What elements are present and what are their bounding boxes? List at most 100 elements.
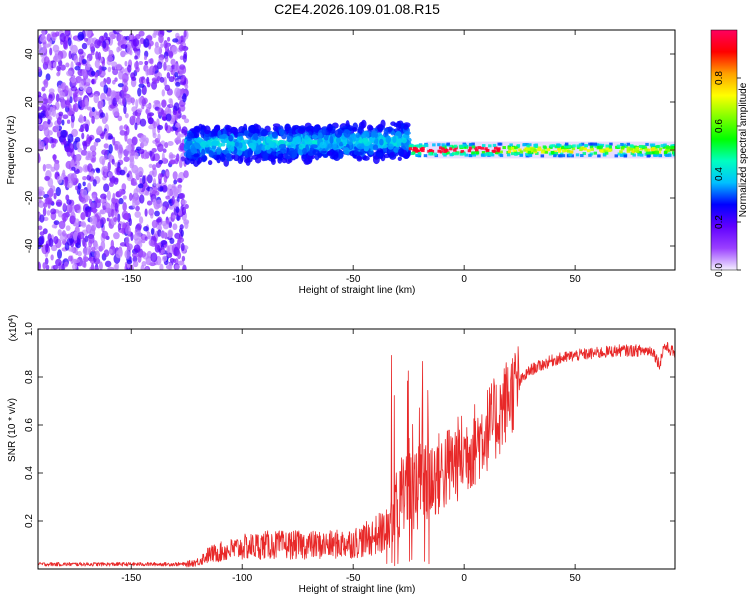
heatmap-cell (55, 93, 60, 103)
heatmap-cell (47, 119, 51, 125)
heatmap-cell (133, 188, 139, 198)
heatmap-cell (576, 144, 580, 148)
heatmap-cell (132, 260, 139, 268)
heatmap-cell (557, 149, 562, 153)
heatmap-cell (362, 138, 369, 145)
heatmap-cell (181, 199, 187, 205)
heatmap-cell (38, 106, 42, 111)
heatmap-cell (50, 244, 58, 252)
heatmap-cell (182, 93, 187, 103)
heatmap-cell (99, 99, 104, 109)
heatmap-cell (607, 149, 612, 153)
heatmap-cell (146, 231, 151, 240)
heatmap-cell (355, 132, 360, 139)
heatmap-cell (103, 249, 110, 257)
heatmap-cell (392, 135, 397, 143)
heatmap-cell (442, 152, 446, 156)
heatmap-cell (527, 150, 532, 154)
heatmap-cell (649, 143, 654, 147)
heatmap-cell (136, 223, 142, 231)
heatmap-cell (567, 144, 572, 148)
heatmap-cell (130, 181, 138, 186)
heatmap-cell (55, 186, 61, 197)
colorbar-tick-label: 0.8 (714, 71, 725, 85)
heatmap-cell (569, 145, 574, 149)
heatmap-cell (129, 158, 135, 167)
heatmap-cell (670, 144, 675, 148)
heatmap-cell (161, 89, 166, 97)
heatmap-cell (669, 145, 673, 149)
heatmap-cell (106, 76, 112, 85)
heatmap-cell (672, 152, 675, 156)
heatmap-cell (43, 43, 47, 54)
heatmap-cell (79, 99, 86, 108)
heatmap-cell (277, 153, 284, 161)
heatmap-cell (650, 148, 655, 152)
heatmap-cell (589, 145, 594, 149)
heatmap-cell (492, 143, 497, 147)
heatmap-cell (152, 198, 157, 206)
heatmap-cell (66, 237, 74, 246)
heatmap-cell (171, 45, 178, 55)
heatmap-cell (38, 153, 41, 163)
heatmap-cell (56, 175, 63, 184)
heatmap-cell (125, 225, 131, 235)
heatmap-cell (125, 125, 130, 136)
heatmap-cell (594, 144, 599, 148)
heatmap-cell (179, 142, 185, 151)
heatmap-cell (356, 143, 365, 150)
heatmap-cell (412, 144, 416, 148)
heatmap-cell (326, 123, 333, 132)
heatmap-cell (108, 152, 113, 162)
heatmap-cell (160, 249, 165, 254)
heatmap-cell (156, 76, 161, 82)
heatmap-cell (432, 143, 436, 147)
heatmap-cells (38, 30, 675, 270)
heatmap-cell (88, 239, 93, 248)
heatmap-cell (89, 266, 94, 270)
heatmap-cell (597, 143, 602, 147)
heatmap-cell (546, 148, 551, 152)
heatmap-cell (516, 152, 520, 156)
heatmap-cell (660, 144, 665, 148)
heatmap-cell (649, 151, 653, 155)
heatmap-cell (116, 63, 122, 70)
heatmap-cell (134, 55, 138, 60)
heatmap-cell (402, 134, 410, 139)
heatmap-cell (101, 60, 106, 67)
heatmap-cell (146, 174, 153, 184)
heatmap-cell (445, 148, 449, 152)
heatmap-cell (159, 186, 164, 192)
heatmap-xtick-label: -100 (232, 274, 252, 285)
heatmap-cell (230, 145, 235, 152)
heatmap-cell (335, 137, 341, 144)
heatmap-cell (90, 70, 96, 77)
heatmap-cell (186, 151, 192, 159)
heatmap-cell (165, 113, 172, 122)
heatmap-cell (131, 115, 136, 120)
heatmap-cell (537, 146, 542, 150)
heatmap-cell (449, 153, 453, 157)
heatmap-cell (473, 146, 478, 150)
heatmap-cell (153, 99, 161, 105)
heatmap-cell (532, 146, 536, 150)
heatmap-cell (135, 66, 140, 73)
heatmap-cell (462, 145, 467, 149)
snr-ticks: -150 -100 -50 0 50 0.2 0.4 0.6 0.8 1.0 (24, 322, 675, 584)
heatmap-cell (630, 151, 635, 155)
heatmap-cell (663, 143, 667, 147)
heatmap-cell (175, 206, 180, 213)
heatmap-cell (44, 257, 49, 265)
heatmap-cell (99, 155, 106, 165)
snr-xlabel: Height of straight line (km) (299, 584, 416, 595)
heatmap-cell (82, 175, 87, 181)
heatmap-cell (157, 173, 163, 182)
heatmap-cell (133, 244, 141, 253)
heatmap-cell (182, 264, 187, 270)
heatmap-cell (124, 113, 129, 119)
heatmap-cell (57, 84, 62, 94)
heatmap-cell (77, 250, 82, 257)
heatmap-cell (626, 142, 631, 146)
heatmap-cell (138, 83, 145, 88)
heatmap-cell (69, 215, 76, 225)
